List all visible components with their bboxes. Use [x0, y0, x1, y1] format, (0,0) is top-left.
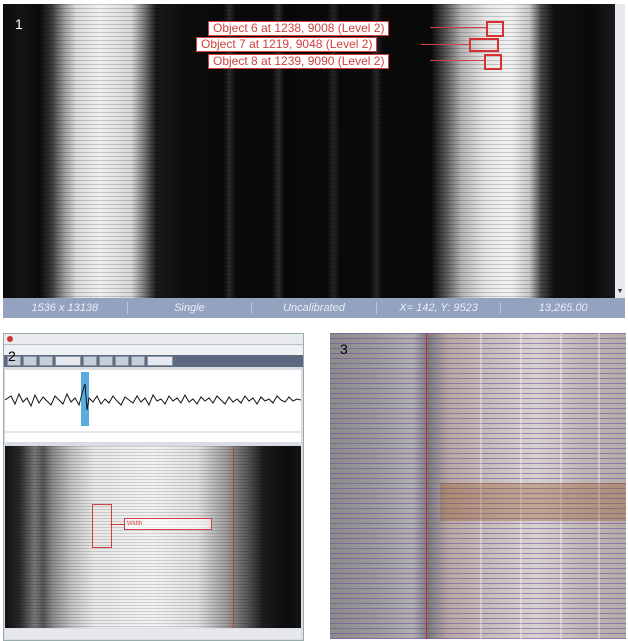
object-box-6[interactable] — [486, 21, 504, 37]
leader-line — [110, 524, 124, 525]
toolbar-field[interactable] — [55, 356, 81, 366]
vertical-scrollbar[interactable]: ▼ — [615, 4, 625, 298]
object-label-6[interactable]: Object 6 at 1238, 9008 (Level 2) — [208, 21, 390, 36]
status-calibration: Uncalibrated — [252, 302, 377, 314]
panel-number: 2 — [8, 348, 16, 364]
status-bar: 1536 x 13138 Single Uncalibrated X= 142,… — [3, 298, 625, 318]
signal-trace-svg — [4, 372, 302, 433]
measurement-line[interactable] — [233, 446, 234, 628]
window-titlebar — [4, 334, 303, 345]
status-dimensions: 1536 x 13138 — [3, 302, 128, 314]
panel-1-image-viewer: 1 Object 6 at 1238, 9008 (Level 2) Objec… — [3, 4, 625, 318]
status-coords: X= 142, Y: 9523 — [377, 302, 502, 314]
panel-number: 3 — [340, 341, 348, 357]
status-value: 13,265.00 — [538, 302, 588, 314]
fabric-highlight — [560, 333, 562, 639]
toolbar-field[interactable] — [147, 356, 173, 366]
width-label[interactable]: Width — [124, 518, 212, 530]
object-label-8[interactable]: Object 8 at 1239, 9090 (Level 2) — [208, 54, 390, 69]
fabric-highlight — [520, 333, 522, 639]
fabric-highlight — [598, 333, 600, 639]
toolbar-button[interactable] — [99, 356, 113, 366]
signal-plot — [4, 370, 302, 442]
leader-line — [430, 27, 486, 28]
toolbar-button[interactable] — [83, 356, 97, 366]
object-box-7[interactable] — [469, 38, 499, 52]
highlight-band — [81, 372, 89, 426]
fabric-highlight — [480, 333, 482, 639]
scroll-down-icon[interactable]: ▼ — [616, 288, 624, 295]
toolbar-button[interactable] — [115, 356, 129, 366]
object-label-7[interactable]: Object 7 at 1219, 9048 (Level 2) — [196, 37, 378, 52]
fabric-image-1 — [3, 4, 615, 298]
toolbar-button[interactable] — [23, 356, 37, 366]
toolbar — [4, 355, 303, 367]
close-icon[interactable] — [7, 336, 13, 342]
measurement-line[interactable] — [426, 333, 427, 639]
toolbar-button[interactable] — [131, 356, 145, 366]
leader-line — [421, 44, 469, 45]
measurement-bracket[interactable] — [92, 504, 112, 548]
object-box-8[interactable] — [484, 54, 502, 70]
panel-3-zoomed-image: 3 — [330, 333, 626, 639]
panel-number: 1 — [15, 16, 23, 32]
signal-trace — [4, 383, 302, 411]
menu-bar — [4, 345, 303, 355]
highlighted-band — [440, 483, 626, 521]
toolbar-button[interactable] — [7, 356, 21, 366]
window-status-bar — [5, 629, 301, 639]
fabric-image-2 — [5, 446, 301, 628]
toolbar-button[interactable] — [39, 356, 53, 366]
leader-line — [430, 60, 484, 61]
panel-2-analysis-window: 2 Width — [3, 333, 304, 641]
status-mode: Single — [128, 302, 253, 314]
